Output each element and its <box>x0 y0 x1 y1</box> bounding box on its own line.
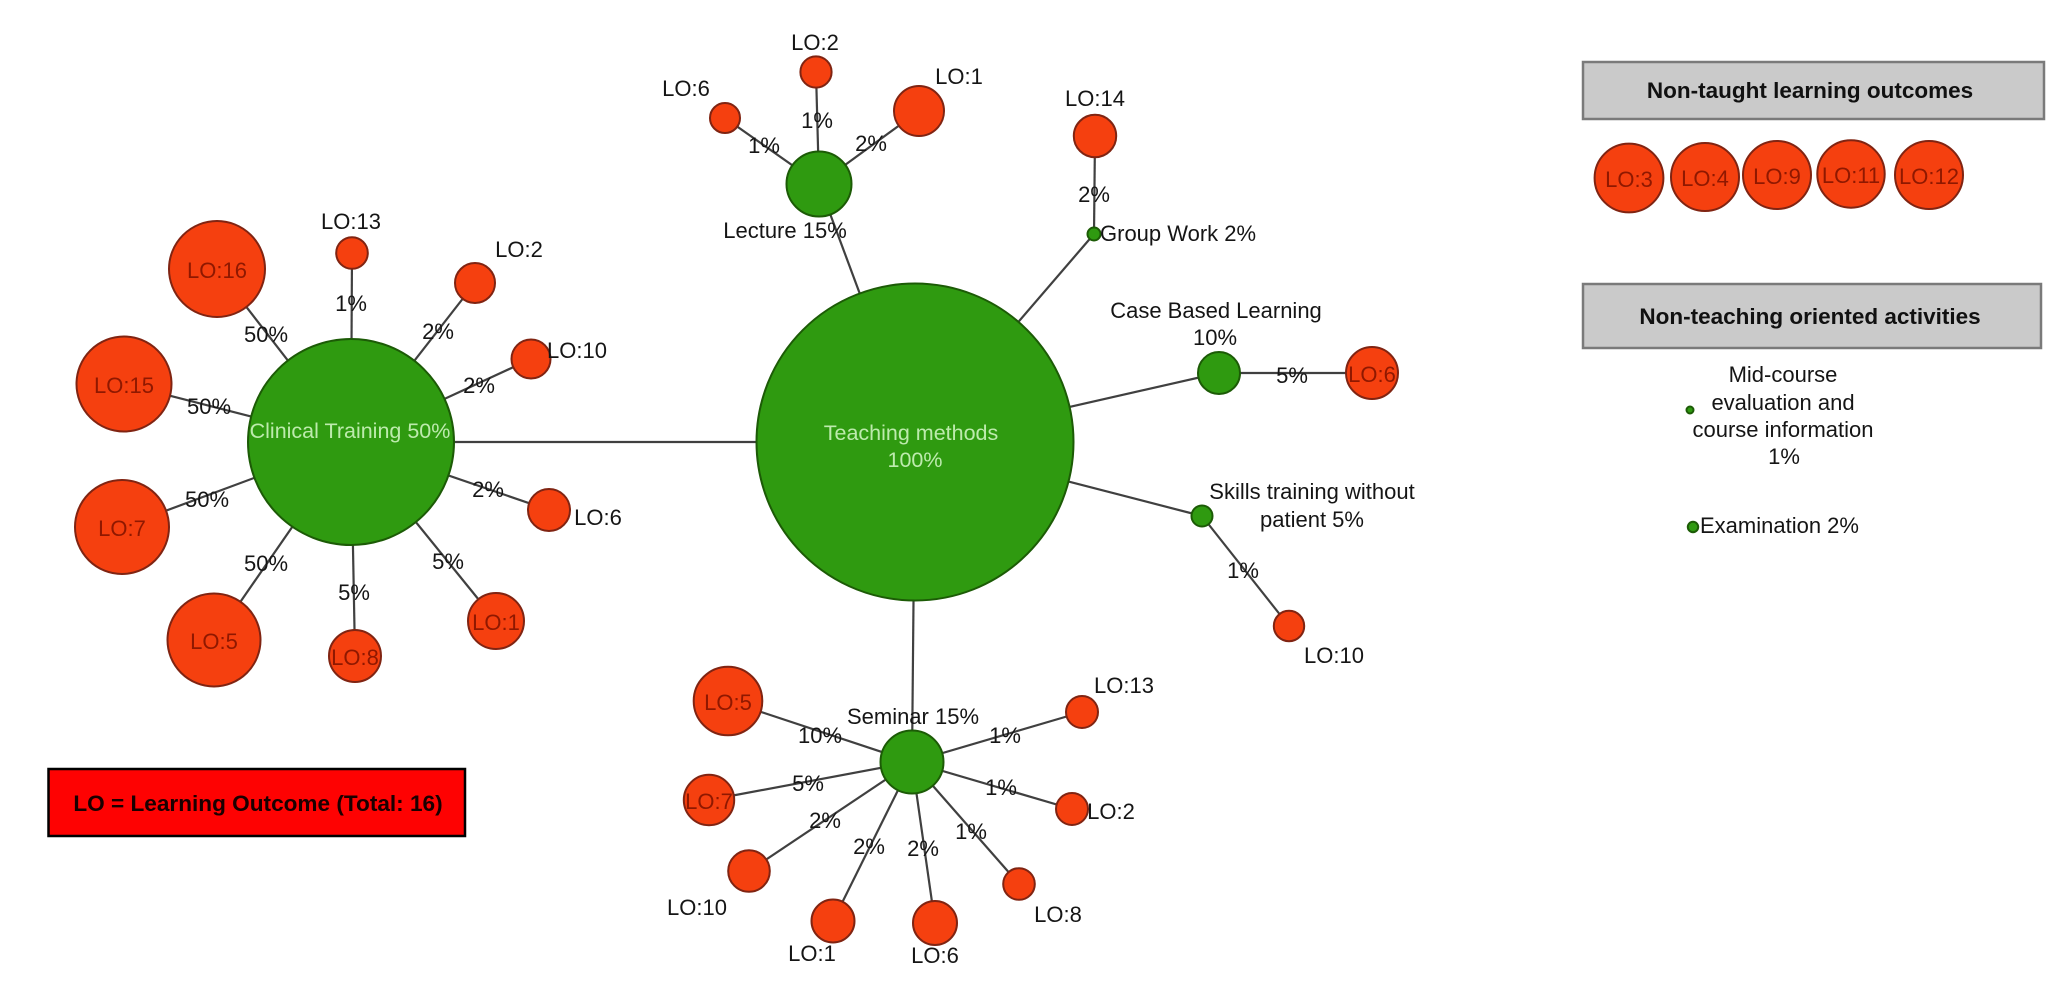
svg-text:1%: 1% <box>989 723 1021 748</box>
svg-text:LO:8: LO:8 <box>1034 902 1082 927</box>
svg-text:1%: 1% <box>985 775 1017 800</box>
svg-text:Lecture 15%: Lecture 15% <box>723 218 847 243</box>
svg-text:2%: 2% <box>422 319 454 344</box>
svg-text:LO:5: LO:5 <box>190 629 238 654</box>
svg-text:50%: 50% <box>185 487 229 512</box>
svg-text:Mid-course: Mid-course <box>1729 362 1838 387</box>
svg-text:LO:12: LO:12 <box>1899 164 1959 189</box>
svg-text:LO:15: LO:15 <box>94 373 154 398</box>
svg-text:2%: 2% <box>463 373 495 398</box>
svg-text:LO:13: LO:13 <box>321 209 381 234</box>
svg-text:LO:2: LO:2 <box>791 30 839 55</box>
svg-text:2%: 2% <box>809 808 841 833</box>
svg-text:patient 5%: patient 5% <box>1260 507 1364 532</box>
svg-text:Teaching methods: Teaching methods <box>824 421 999 445</box>
svg-text:1%: 1% <box>955 819 987 844</box>
svg-text:course information: course information <box>1693 417 1874 442</box>
svg-text:LO:3: LO:3 <box>1605 167 1653 192</box>
svg-text:LO:2: LO:2 <box>1087 799 1135 824</box>
svg-text:LO:9: LO:9 <box>1753 164 1801 189</box>
svg-text:Examination 2%: Examination 2% <box>1700 513 1859 538</box>
svg-text:50%: 50% <box>244 322 288 347</box>
svg-text:LO:11: LO:11 <box>1822 163 1880 188</box>
svg-text:100%: 100% <box>888 448 943 472</box>
svg-text:Clinical Training 50%: Clinical Training 50% <box>250 419 451 443</box>
svg-text:LO:13: LO:13 <box>1094 673 1154 698</box>
svg-text:LO:7: LO:7 <box>685 789 733 814</box>
svg-text:5%: 5% <box>432 549 464 574</box>
svg-text:LO:10: LO:10 <box>667 895 727 920</box>
svg-text:1%: 1% <box>801 108 833 133</box>
svg-text:10%: 10% <box>798 723 842 748</box>
svg-text:5%: 5% <box>792 771 824 796</box>
svg-text:Skills training without: Skills training without <box>1209 479 1414 504</box>
svg-text:LO:6: LO:6 <box>574 505 622 530</box>
svg-text:LO:1: LO:1 <box>472 610 520 635</box>
svg-text:LO:5: LO:5 <box>704 690 752 715</box>
svg-text:LO:2: LO:2 <box>495 237 543 262</box>
svg-text:Non-teaching oriented activiti: Non-teaching oriented activities <box>1639 304 1980 329</box>
svg-text:10%: 10% <box>1193 325 1237 350</box>
svg-text:LO:1: LO:1 <box>788 941 836 966</box>
svg-text:LO:1: LO:1 <box>935 64 983 89</box>
svg-text:5%: 5% <box>1276 363 1308 388</box>
svg-text:1%: 1% <box>1227 558 1259 583</box>
svg-text:50%: 50% <box>187 394 231 419</box>
svg-text:Case Based Learning: Case Based Learning <box>1110 298 1322 323</box>
svg-text:5%: 5% <box>338 580 370 605</box>
svg-text:LO:7: LO:7 <box>98 516 146 541</box>
svg-text:LO:6: LO:6 <box>1348 362 1396 387</box>
svg-text:Group Work 2%: Group Work 2% <box>1100 221 1256 246</box>
svg-text:LO:4: LO:4 <box>1681 166 1729 191</box>
svg-text:LO:10: LO:10 <box>547 338 607 363</box>
svg-text:LO:8: LO:8 <box>331 645 379 670</box>
svg-text:1%: 1% <box>1768 444 1800 469</box>
svg-text:evaluation and: evaluation and <box>1711 390 1854 415</box>
svg-text:2%: 2% <box>472 477 504 502</box>
svg-text:1%: 1% <box>748 133 780 158</box>
svg-text:1%: 1% <box>335 291 367 316</box>
svg-text:2%: 2% <box>855 131 887 156</box>
svg-text:LO:14: LO:14 <box>1065 86 1125 111</box>
svg-text:LO:10: LO:10 <box>1304 643 1364 668</box>
svg-text:LO:16: LO:16 <box>187 258 247 283</box>
svg-text:LO:6: LO:6 <box>662 76 710 101</box>
svg-text:50%: 50% <box>244 551 288 576</box>
svg-text:2%: 2% <box>1078 182 1110 207</box>
svg-text:Seminar 15%: Seminar 15% <box>847 704 979 729</box>
svg-text:2%: 2% <box>853 834 885 859</box>
svg-text:LO = Learning Outcome (Total:: LO = Learning Outcome (Total: 16) <box>73 791 442 816</box>
svg-text:Non-taught learning outcomes: Non-taught learning outcomes <box>1647 78 1973 103</box>
svg-text:2%: 2% <box>907 836 939 861</box>
svg-text:LO:6: LO:6 <box>911 943 959 968</box>
